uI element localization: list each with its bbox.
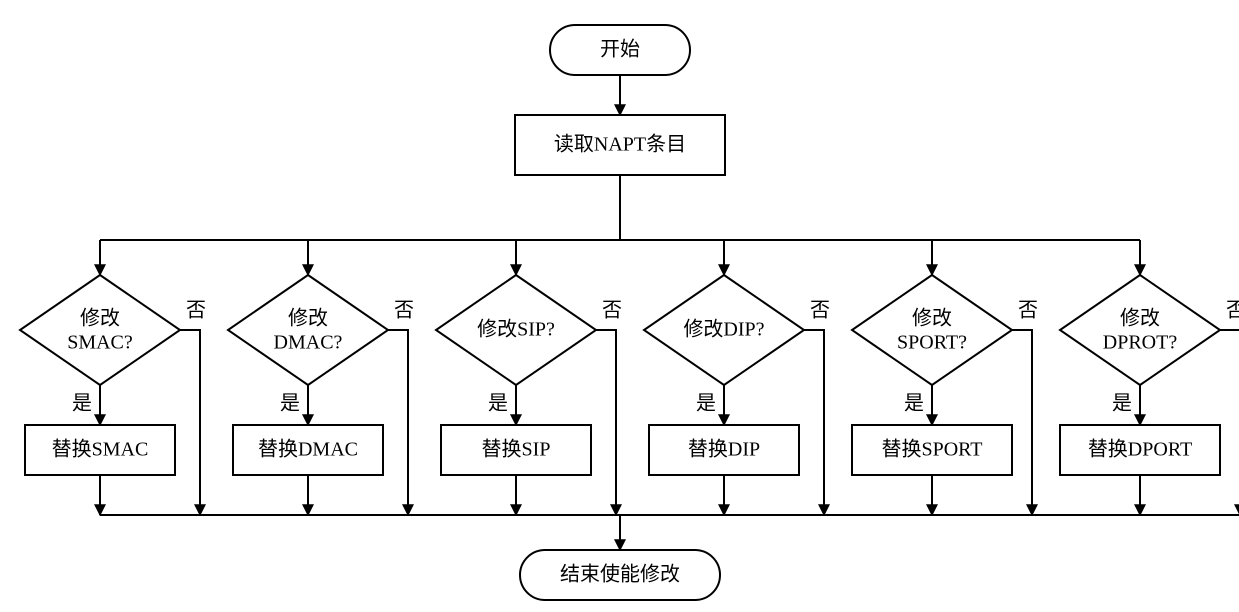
decision-dmac [228, 275, 388, 385]
label-no-3: 否 [810, 300, 830, 322]
svg-text:DPROT?: DPROT? [1103, 332, 1178, 354]
svg-text:修改DIP?: 修改DIP? [683, 318, 764, 341]
replace-sip-label: 替换SIP [482, 438, 551, 461]
label-yes-4: 是 [904, 393, 924, 415]
svg-text:SMAC?: SMAC? [67, 332, 133, 354]
svg-text:修改: 修改 [288, 307, 328, 330]
decision-smac [20, 275, 180, 385]
svg-text:SPORT?: SPORT? [897, 332, 967, 354]
edge-no-3 [804, 330, 824, 515]
replace-dip-label: 替换DIP [688, 438, 760, 461]
decision-sport [852, 275, 1012, 385]
svg-text:修改: 修改 [1120, 307, 1160, 330]
label-yes-0: 是 [72, 393, 92, 415]
svg-text:DMAC?: DMAC? [274, 332, 343, 354]
label-yes-5: 是 [1112, 393, 1132, 415]
label-no-2: 否 [602, 300, 622, 322]
edge-no-0 [180, 330, 200, 515]
label-no-4: 否 [1018, 300, 1038, 322]
replace-dport-label: 替换DPORT [1088, 438, 1192, 461]
svg-text:修改: 修改 [912, 307, 952, 330]
replace-sport-label: 替换SPORT [881, 438, 982, 461]
label-yes-2: 是 [488, 393, 508, 415]
replace-smac-label: 替换SMAC [52, 438, 149, 461]
svg-text:修改: 修改 [80, 307, 120, 330]
read-napt-node-label: 读取NAPT条目 [554, 133, 686, 156]
label-yes-3: 是 [696, 393, 716, 415]
edge-no-4 [1012, 330, 1032, 515]
edge-no-1 [388, 330, 408, 515]
svg-text:修改SIP?: 修改SIP? [477, 318, 555, 341]
end-node-label: 结束使能修改 [560, 563, 680, 586]
label-no-5: 否 [1226, 300, 1239, 322]
edge-no-5 [1220, 330, 1239, 515]
label-no-0: 否 [186, 300, 206, 322]
label-yes-1: 是 [280, 393, 300, 415]
replace-dmac-label: 替换DMAC [258, 438, 358, 461]
edge-no-2 [596, 330, 616, 515]
decision-dport [1060, 275, 1220, 385]
start-node-label: 开始 [600, 38, 640, 61]
label-no-1: 否 [394, 300, 414, 322]
